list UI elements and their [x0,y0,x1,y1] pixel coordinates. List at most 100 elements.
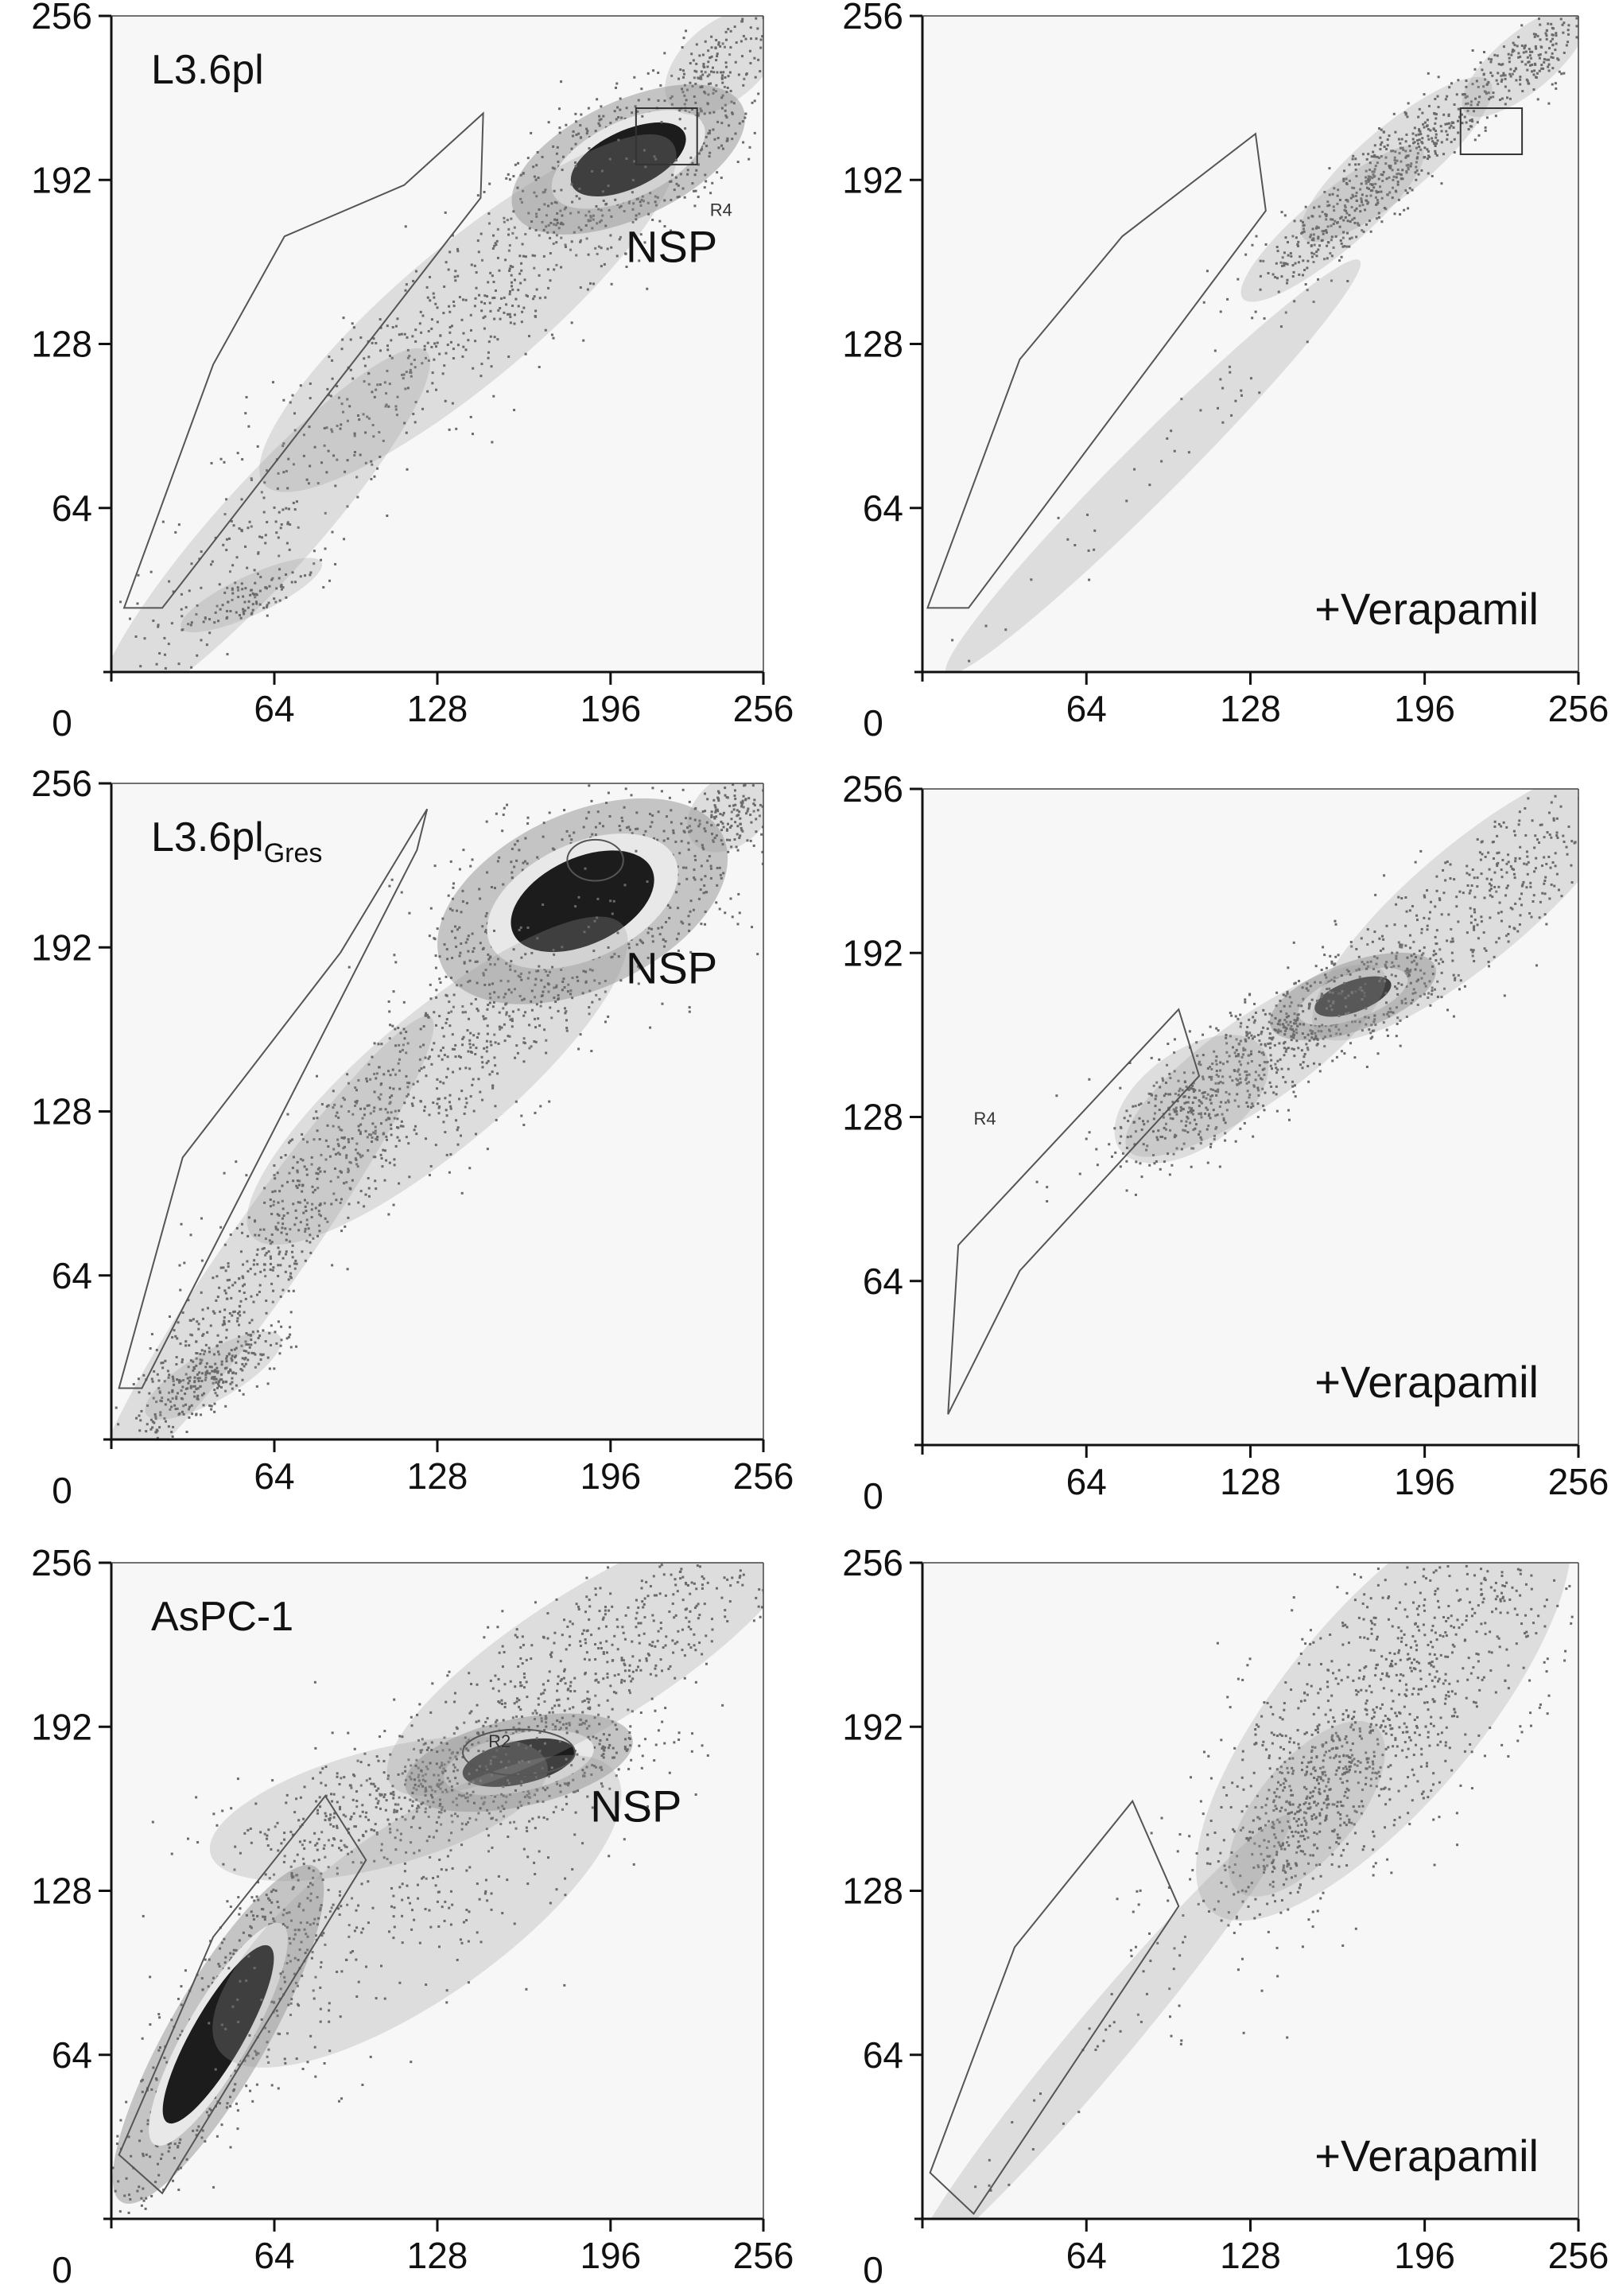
event-dot [688,1010,691,1013]
event-dot [1287,241,1290,244]
event-dot [472,950,475,954]
event-dot [657,810,660,814]
event-dot [476,1009,479,1012]
event-dot [487,356,490,359]
event-dot [698,54,701,57]
event-dot [1388,134,1391,138]
event-dot [452,300,456,303]
event-dot [331,530,334,534]
event-dot [1394,189,1397,192]
event-dot [464,1066,468,1070]
event-dot [274,1226,278,1229]
event-dot [225,1354,228,1358]
event-dot [414,401,417,404]
event-dot [285,507,288,510]
event-dot [1375,962,1378,965]
event-dot [235,1226,239,1230]
event-dot [1309,985,1312,988]
event-dot [445,975,448,978]
event-dot [1500,63,1503,66]
event-dot [1282,1026,1285,1029]
event-dot [359,1123,363,1126]
event-dot [1426,148,1429,151]
event-dot [389,1101,392,1104]
event-dot [1405,1016,1408,1019]
event-dot [261,536,264,539]
event-dot [1288,996,1291,999]
event-dot [571,134,574,138]
event-dot [336,1152,340,1155]
event-dot [699,86,702,89]
event-dot [351,1137,354,1140]
event-dot [740,801,743,804]
event-dot [741,55,744,58]
event-dot [285,542,289,545]
event-dot [239,1368,243,1371]
event-dot [623,117,627,120]
event-dot [277,1201,280,1204]
event-dot [729,29,732,33]
event-dot [713,817,716,820]
event-dot [641,115,644,118]
event-dot [456,1129,459,1132]
event-dot [263,481,266,484]
event-dot [216,1334,219,1337]
event-dot [259,576,262,579]
event-dot [1502,74,1505,77]
event-dot [195,1364,198,1367]
event-dot [423,348,426,351]
event-dot [1330,279,1334,282]
event-dot [296,1179,299,1183]
event-dot [503,1039,507,1043]
rect-gate [635,107,698,165]
event-dot [620,116,623,119]
event-dot [683,830,686,833]
event-dot [700,70,703,73]
event-dot [1247,1036,1250,1039]
event-dot [250,1351,254,1354]
event-dot [359,1107,363,1110]
event-dot [1319,981,1322,984]
event-dot [204,1366,208,1369]
event-dot [591,833,594,836]
event-dot [619,235,622,239]
event-dot [1345,245,1349,248]
event-dot [155,1401,158,1404]
event-dot [522,306,526,309]
event-dot [188,1379,191,1382]
event-dot [228,570,231,573]
event-dot [569,212,573,215]
event-dot [508,270,511,273]
event-dot [1085,1137,1088,1140]
event-dot [757,58,760,61]
event-dot [279,1295,282,1298]
event-dot [518,975,522,978]
event-dot [1540,67,1543,70]
event-dot [1404,188,1407,192]
event-dot [1528,82,1531,85]
event-dot [514,1056,517,1059]
event-dot [511,304,514,307]
event-dot [739,817,742,820]
event-dot [142,1373,146,1377]
event-dot [1351,157,1354,161]
event-dot [393,954,396,957]
event-dot [281,586,285,589]
event-dot [738,810,741,814]
event-dot [1343,245,1346,248]
event-dot [238,1277,241,1280]
event-dot [534,983,537,986]
event-dot [540,1000,543,1004]
event-dot [155,1431,158,1434]
event-dot [710,824,713,827]
event-dot [243,1311,246,1314]
event-dot [1330,239,1333,242]
event-dot [737,814,740,817]
event-dot [1379,136,1382,139]
event-dot [515,1044,518,1047]
event-dot [642,200,645,203]
event-dot [1452,126,1455,129]
event-dot [573,831,576,834]
event-dot [692,59,695,62]
event-dot [615,82,619,85]
